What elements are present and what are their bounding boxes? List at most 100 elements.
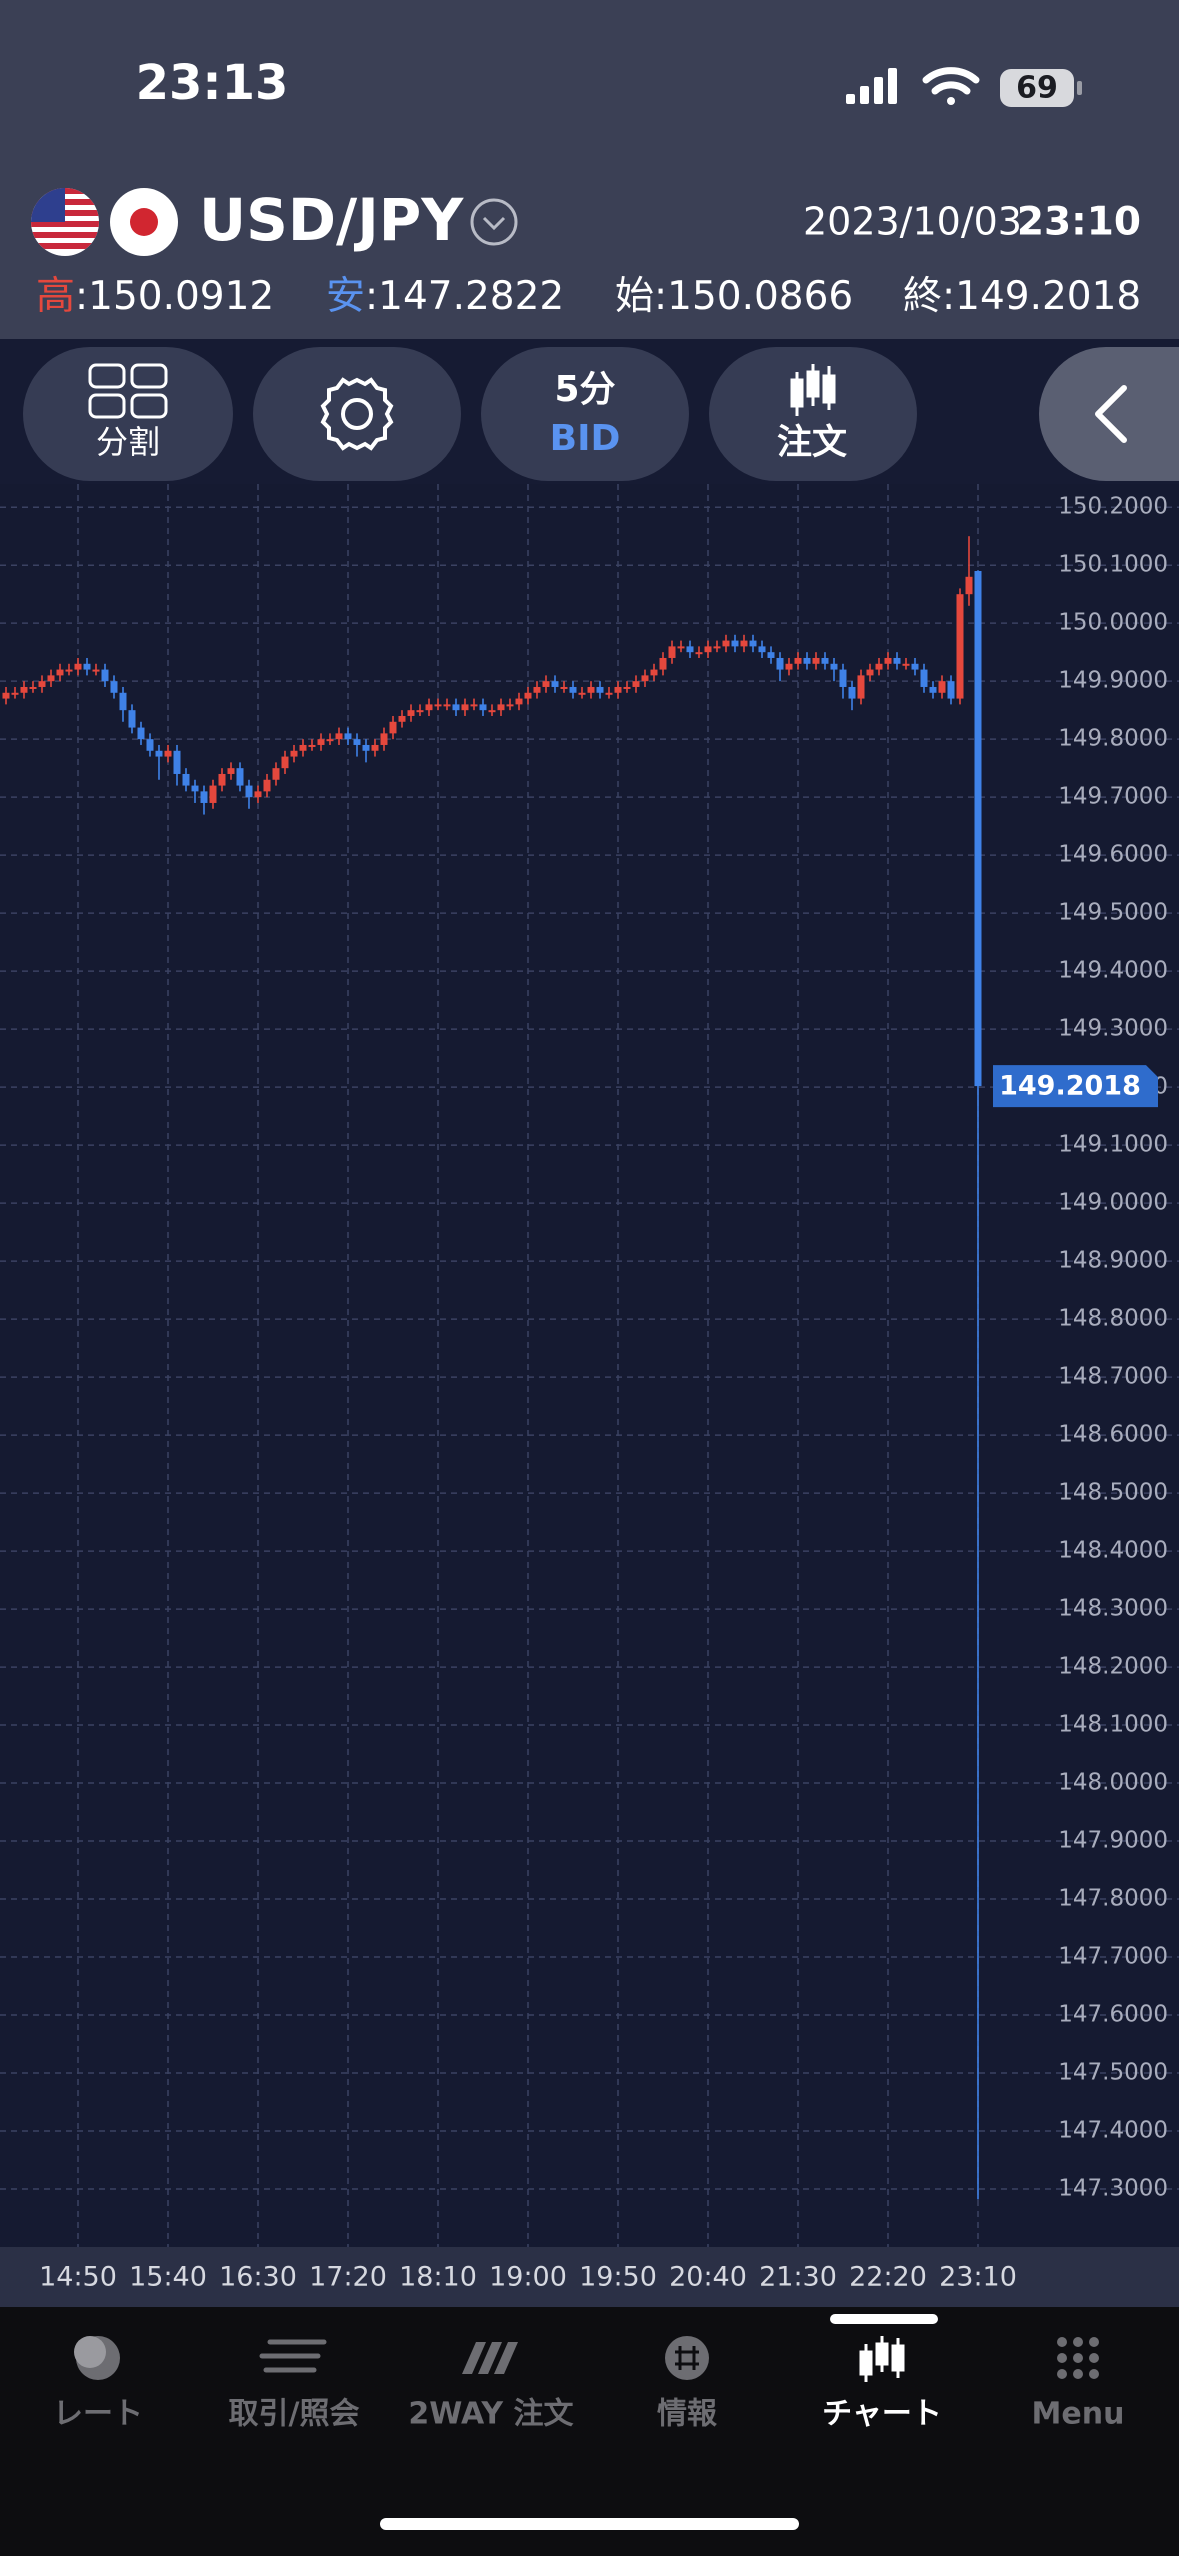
tab-indicator	[830, 2314, 938, 2324]
candle-body	[722, 640, 730, 647]
candle-body	[344, 733, 352, 740]
candle-body	[137, 727, 145, 740]
collapse-button[interactable]	[1039, 347, 1179, 481]
candle-body	[911, 663, 919, 670]
candle-body	[668, 646, 676, 658]
candle-body	[83, 663, 91, 670]
x-axis-bg	[0, 2247, 1179, 2307]
price-type-label: BID	[550, 418, 621, 459]
candle-body	[398, 715, 406, 722]
x-tick-label: 21:30	[759, 2262, 837, 2293]
y-tick-label: 148.0000	[1058, 1770, 1168, 1796]
y-tick-label: 147.4000	[1058, 2118, 1168, 2144]
tab-label[interactable]: Menu	[1032, 2397, 1125, 2432]
us-flag	[31, 188, 99, 256]
candle-body	[767, 652, 775, 658]
tab-label[interactable]: 情報	[657, 2397, 718, 2432]
stat-value: :150.0912	[75, 274, 274, 319]
stat-label: 安	[326, 274, 365, 319]
candle-body	[371, 744, 379, 751]
order-button[interactable]	[709, 347, 917, 481]
y-tick-label: 148.1000	[1058, 1712, 1168, 1738]
candle-body	[2, 692, 10, 699]
candle-body	[128, 710, 136, 728]
candle-body	[362, 744, 370, 751]
candle-body	[389, 721, 397, 734]
interval-button[interactable]	[481, 347, 689, 481]
candle-body	[479, 704, 487, 711]
candle-body	[740, 640, 748, 647]
candle-body	[614, 686, 622, 693]
x-tick-label: 19:00	[489, 2262, 567, 2293]
candle-body	[650, 669, 658, 676]
candle-body	[488, 710, 496, 713]
x-tick-label: 16:30	[219, 2262, 297, 2293]
currency-pair: USD/JPY	[199, 186, 464, 254]
candle-body	[92, 669, 100, 672]
candle-body	[569, 686, 577, 693]
candle-body	[884, 657, 892, 664]
candle-body	[173, 750, 181, 774]
tab-label[interactable]: チャート	[822, 2397, 942, 2432]
header-time: 23:10	[1017, 200, 1141, 245]
candle-body	[65, 669, 73, 672]
wifi-icon	[922, 67, 980, 105]
candle-body	[290, 750, 298, 757]
y-tick-label: 149.1000	[1058, 1132, 1168, 1158]
stat: 終:149.2018	[903, 274, 1141, 319]
y-tick-label: 148.4000	[1058, 1538, 1168, 1564]
candle-body	[407, 710, 415, 716]
stat-label: 高	[36, 274, 75, 319]
candle-body	[245, 785, 253, 798]
y-tick-label: 148.8000	[1058, 1306, 1168, 1332]
tab-label[interactable]: 2WAY 注文	[408, 2397, 573, 2432]
stat-value: :147.2822	[365, 274, 564, 319]
tabs: レート 取引/照会 2WAY 注文 情報 チャート Menu	[53, 2397, 1124, 2432]
pair-dropdown[interactable]	[470, 198, 518, 246]
tab-bar-bg	[0, 2307, 1179, 2556]
candle-body	[155, 750, 163, 757]
battery-cap	[1077, 81, 1082, 95]
candle-body	[533, 686, 541, 693]
tab-label[interactable]: レート	[53, 2397, 143, 2432]
candle-body	[839, 669, 847, 687]
split-button[interactable]	[23, 347, 233, 481]
y-tick-label: 149.6000	[1058, 842, 1168, 868]
stat: 始:150.0866	[615, 274, 853, 319]
candle-body	[560, 686, 568, 689]
battery-level: 69	[1016, 71, 1058, 106]
candle-body	[524, 692, 532, 699]
candle-body	[803, 657, 811, 664]
y-tick-label: 148.5000	[1058, 1480, 1168, 1506]
y-tick-label: 149.9000	[1058, 668, 1168, 694]
candle-body	[20, 686, 28, 693]
candle-body	[56, 669, 64, 676]
candle-body	[236, 768, 244, 786]
stat-value: :149.2018	[942, 274, 1141, 319]
collapse-icon	[1095, 385, 1127, 443]
candle-body	[263, 779, 271, 792]
x-tick-label: 14:50	[39, 2262, 117, 2293]
candle-body	[677, 646, 685, 649]
y-tick-label: 148.6000	[1058, 1422, 1168, 1448]
y-tick-label: 147.6000	[1058, 2002, 1168, 2028]
candle-body	[101, 669, 109, 682]
candle-body	[704, 646, 712, 653]
candle-body	[200, 791, 208, 803]
candle-body	[146, 739, 154, 751]
x-tick-label: 17:20	[309, 2262, 387, 2293]
x-tick-label: 22:20	[849, 2262, 927, 2293]
candle-body	[875, 663, 883, 670]
candle-body	[731, 640, 739, 647]
candle-body	[974, 570, 982, 1087]
candle-body	[281, 756, 289, 769]
tab-label[interactable]: 取引/照会	[229, 2397, 360, 2432]
candle-body	[452, 704, 460, 711]
header-bg	[0, 0, 1179, 339]
split-icon	[88, 363, 168, 419]
y-tick-label: 147.7000	[1058, 1944, 1168, 1970]
y-tick-label: 149.7000	[1058, 784, 1168, 810]
settings-button[interactable]	[253, 347, 461, 481]
x-tick-label: 19:50	[579, 2262, 657, 2293]
candle-body	[866, 669, 874, 676]
